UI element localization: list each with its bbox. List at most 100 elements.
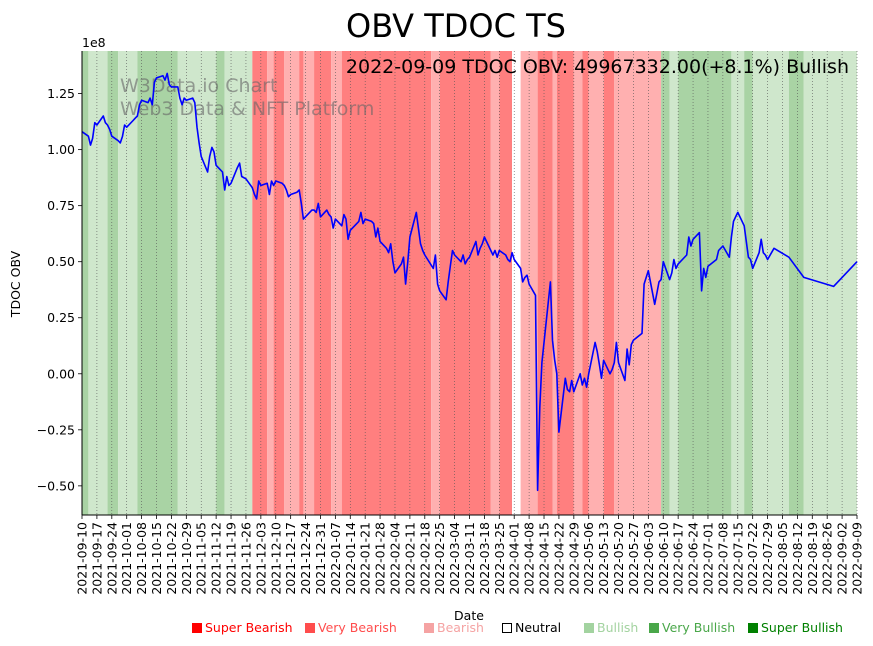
legend-item-very-bearish: Very Bearish [305,620,397,635]
x-tick-label-40: 2022-06-17 [671,522,686,595]
x-tick-label-17: 2022-01-07 [328,522,343,595]
x-tick-label-2: 2021-09-24 [104,522,119,595]
x-tick-label-28: 2022-03-25 [492,522,507,595]
x-tick-label-14: 2021-12-17 [283,522,298,595]
x-tick-label-0: 2021-09-10 [75,522,90,595]
legend-label: Very Bullish [662,620,736,635]
x-tick-label-47: 2022-08-05 [775,522,790,595]
x-tick-label-31: 2022-04-15 [537,522,552,595]
regime-band-37 [788,51,804,515]
x-tick-label-10: 2021-11-19 [224,522,239,595]
x-tick-label-41: 2022-06-24 [686,522,701,595]
regime-band-8 [252,51,268,515]
x-tick-label-45: 2022-07-22 [745,522,760,595]
y-axis-label: TDOC OBV [8,250,23,318]
regime-band-0 [82,51,89,515]
x-tick-label-1: 2021-09-17 [89,522,104,595]
regime-band-38 [803,51,857,515]
regime-band-28 [588,51,604,515]
regime-band-29 [603,51,615,515]
legend-label: Super Bearish [205,620,293,635]
x-tick-label-4: 2021-10-08 [134,522,149,595]
x-tick-label-32: 2022-04-22 [551,522,566,595]
y-tick-label-1: 1.00 [47,142,75,157]
regime-band-10 [273,51,285,515]
legend-label: Neutral [515,620,562,635]
legend-label: Bearish [437,620,484,635]
legend: Super Bearish Very Bearish Bearish Neutral B… [192,620,862,638]
regime-band-30 [614,51,662,515]
x-tick-label-33: 2022-04-29 [566,522,581,595]
x-tick-label-26: 2022-03-11 [462,522,477,595]
y-scale-label: 1e8 [82,35,106,50]
legend-label: Bullish [597,620,639,635]
x-tick-label-18: 2022-01-14 [343,522,358,595]
x-tick-label-52: 2022-09-09 [850,522,865,595]
legend-swatch-icon [584,622,594,633]
regime-band-15 [331,51,342,515]
x-tick-label-27: 2022-03-18 [477,522,492,595]
regime-band-6 [216,51,225,515]
regime-band-25 [556,51,574,515]
regime-band-17 [431,51,440,515]
obv-line [81,72,858,492]
legend-item-bearish: Bearish [424,620,484,635]
x-tick-label-9: 2021-11-12 [209,522,224,595]
x-ticks: 2021-09-10 2021-09-17 2021-09-24 2021-10-01… [75,515,865,595]
annotation-text: 2022-09-09 TDOC OBV: 49967332.00(+8.1%) … [346,56,849,78]
legend-swatch-icon [649,622,659,633]
regime-band-20 [499,51,513,515]
y-tick-label-7: −0.50 [37,478,75,493]
regime-band-24 [552,51,557,515]
x-tick-label-3: 2021-10-01 [119,522,134,595]
x-tick-label-42: 2022-07-01 [700,522,715,595]
x-tick-label-20: 2022-01-28 [373,522,388,595]
x-tick-label-5: 2021-10-15 [149,522,164,595]
legend-swatch-icon [305,622,315,633]
y-tick-label-4: 0.25 [47,310,75,325]
x-tick-label-46: 2022-07-29 [760,522,775,595]
y-tick-label-6: −0.25 [37,422,75,437]
watermark-line-1: W3Data.io Chart [120,75,277,97]
legend-swatch-icon [192,622,202,633]
x-tick-label-21: 2022-02-04 [387,522,402,595]
regime-band-33 [678,51,732,515]
x-tick-label-16: 2021-12-31 [313,522,328,595]
x-tick-label-11: 2021-11-26 [238,522,253,595]
x-tick-label-23: 2022-02-18 [417,522,432,595]
x-tick-label-29: 2022-04-01 [507,522,522,595]
x-tick-label-19: 2022-01-21 [358,522,373,595]
legend-item-bullish: Bullish [584,620,638,635]
regime-band-26 [573,51,583,515]
regime-band-32 [669,51,679,515]
x-tick-label-36: 2022-05-20 [611,522,626,595]
watermark: W3Data.io Chart Web3 Data & NFT Platform [120,75,374,120]
regime-band-4 [137,51,178,515]
regime-bands [82,51,857,515]
y-ticks: 1.25 1.00 0.75 0.50 0.25 0.00 −0.25 −0.50 [37,86,82,493]
regime-band-12 [299,51,304,515]
x-tick-label-38: 2022-06-03 [641,522,656,595]
regime-band-23 [537,51,553,515]
legend-item-neutral: Neutral [502,620,561,635]
regime-band-1 [88,51,108,515]
chart-title: OBV TDOC TS [346,7,566,45]
regime-band-13 [303,51,315,515]
regime-band-27 [582,51,589,515]
x-tick-label-48: 2022-08-12 [790,522,805,595]
legend-swatch-icon [502,622,512,633]
regime-band-11 [284,51,300,515]
x-tick-label-22: 2022-02-11 [402,522,417,595]
watermark-line-2: Web3 Data & NFT Platform [120,98,374,120]
x-tick-label-49: 2022-08-19 [805,522,820,595]
x-tick-label-30: 2022-04-08 [522,522,537,595]
legend-item-very-bullish: Very Bullish [649,620,735,635]
x-axis-label: Date [454,608,484,623]
obv-series [81,72,858,492]
x-tick-label-44: 2022-07-15 [730,522,745,595]
x-tick-label-39: 2022-06-10 [656,522,671,595]
legend-swatch-icon [424,622,434,633]
regime-band-9 [267,51,274,515]
regime-band-19 [490,51,500,515]
